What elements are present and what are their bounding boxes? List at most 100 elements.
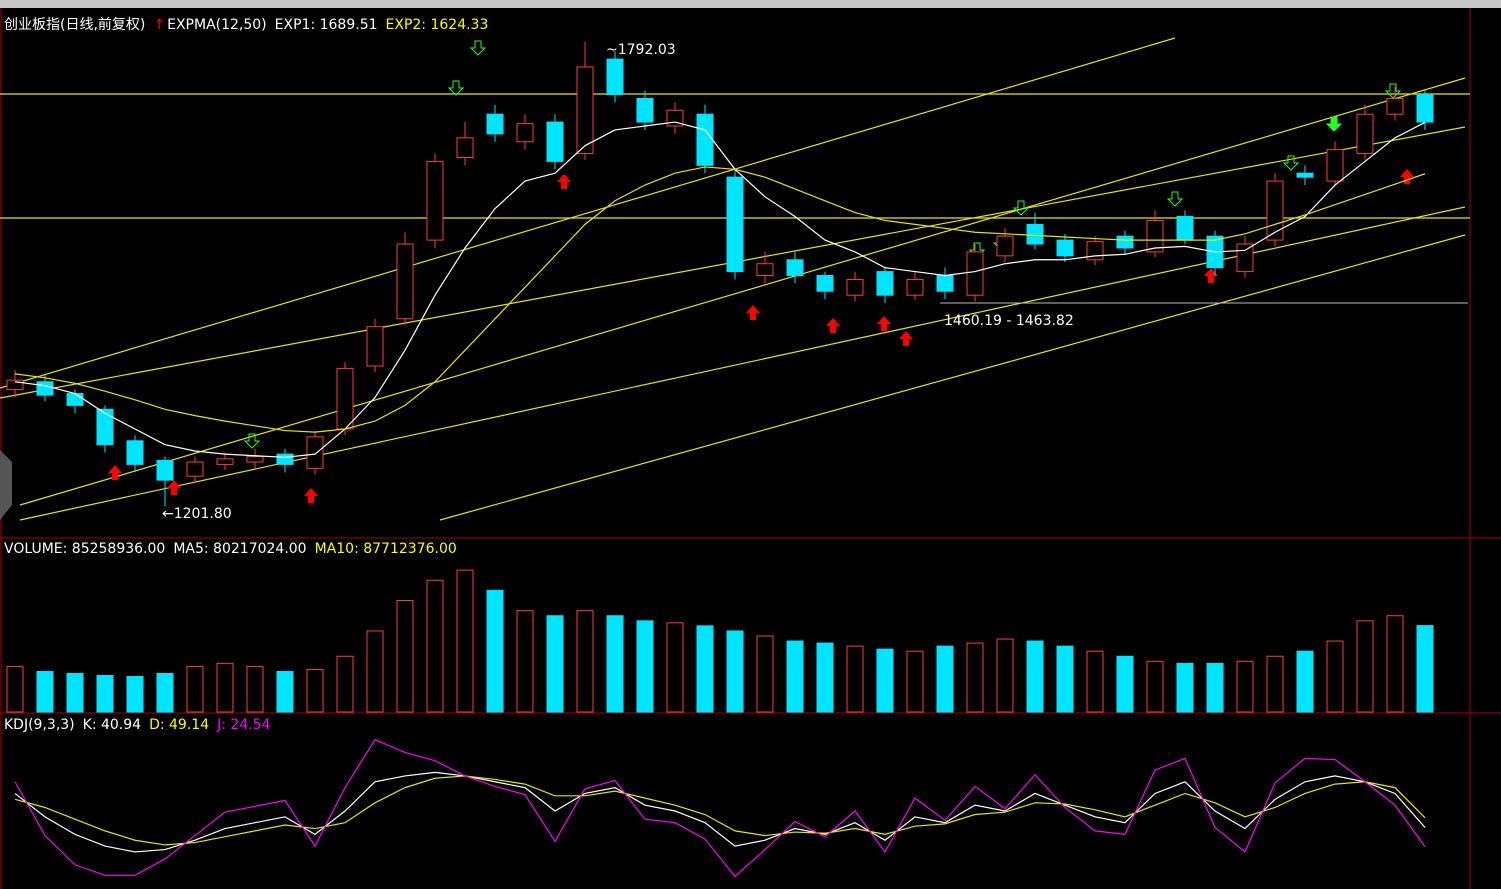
volume-bar [516,610,534,713]
volume-bar [456,569,474,713]
volume-bar [156,672,174,713]
candle-body [516,123,534,143]
high-label: ~1792.03 [606,42,676,58]
candle-body [606,58,624,96]
volume-bar [636,620,654,713]
sell-arrow [447,80,465,96]
tab-bar [0,0,1501,8]
volume-bar [576,610,594,713]
j-line [14,738,1426,878]
candle-body [456,137,474,158]
price-header: 创业板指(日线,前复权) ↑ EXPMA(12,50) EXP1: 1689.51 EX… [4,14,496,34]
volume-bar [246,665,264,713]
volume-bar [1176,662,1194,713]
candle-body [906,278,924,296]
volume-bar [1326,640,1344,713]
candle-body [1416,94,1434,123]
volume-bar [606,615,624,713]
sell-arrow [1012,200,1030,216]
indicator: EXPMA(12,50) [167,17,267,33]
ma5-value: MA5: 80217024.00 [173,541,307,557]
buy-arrow [1400,169,1414,184]
candle-body [1326,149,1344,182]
candle-body [876,271,894,296]
candle-body [696,113,714,166]
volume-bar [96,675,114,713]
buy-arrow [304,488,318,503]
volume-bar [786,640,804,713]
volume-bar [66,672,84,713]
buy-arrow [1204,268,1218,283]
candle-body [156,459,174,481]
candle-body [1386,97,1404,115]
candle-body [1236,243,1254,273]
exp2-line [14,166,1426,433]
volume-bar [936,645,954,713]
buy-arrow [899,331,913,346]
candle-body [96,408,114,446]
volume-bar [426,579,444,713]
volume-bar [276,670,294,713]
candle-body [216,458,234,465]
candle-body [966,251,984,296]
volume-bar [726,630,744,713]
candle-body [246,456,264,463]
volume-bar [1356,620,1374,713]
candle-body [336,367,354,430]
volume-bar [1056,645,1074,713]
candle-body [366,326,384,367]
sell-arrow [469,40,487,56]
volume-bar [1236,660,1254,713]
candle-body [36,381,54,396]
trend-line [19,77,1466,506]
candle-body [276,453,294,465]
candle-body [186,461,204,477]
volume-bar [876,648,894,713]
sell-arrow [1325,116,1343,132]
ma10-value: MA10: 87712376.00 [314,541,457,557]
candle-body [636,97,654,123]
kdj-header: KDJ(9,3,3) K: 40.94 D: 49.14 J: 24.54 [4,717,278,733]
low-label: ←1201.80 [162,506,232,522]
volume-bar [186,665,204,713]
sell-arrow [243,433,261,449]
candle-body [426,160,444,241]
candle-body [486,113,504,135]
volume-bar [36,670,54,713]
sell-arrow [1166,191,1184,207]
buy-arrow [167,480,181,495]
volume-bar [756,635,774,713]
candle-body [546,121,564,162]
candle-body [1056,239,1074,257]
candle-body [1146,219,1164,253]
candle-body [1296,172,1314,178]
candle-body [996,235,1014,257]
exp2-value: EXP2: 1624.33 [385,17,489,33]
buy-signals [108,169,1414,503]
volume-bar [996,638,1014,713]
candle-body [396,243,414,320]
volume-bar [1266,655,1284,713]
buy-arrow [826,318,840,333]
candle-body [576,66,594,155]
candle-body [936,275,954,292]
up-icon: ↑ [153,17,166,33]
range-label: 1460.19 - 1463.82 [944,313,1074,329]
volume-bar [906,650,924,713]
volume-bar [1296,650,1314,713]
index-name: 创业板指(日线,前复权) [4,17,146,33]
side-handle [0,450,12,520]
d-line [14,775,1426,846]
volume-value: VOLUME: 85258936.00 [4,541,166,557]
volume-bar [1086,650,1104,713]
trend-line [439,234,1466,521]
volume-header: VOLUME: 85258936.00 MA5: 80217024.00 MA10:… [4,541,465,557]
volume-bar [6,665,24,713]
sell-arrow [1384,83,1402,99]
volume-bar [816,642,834,713]
candle-body [1176,216,1194,241]
volume-bar [486,589,504,713]
candle-body [1266,180,1284,241]
